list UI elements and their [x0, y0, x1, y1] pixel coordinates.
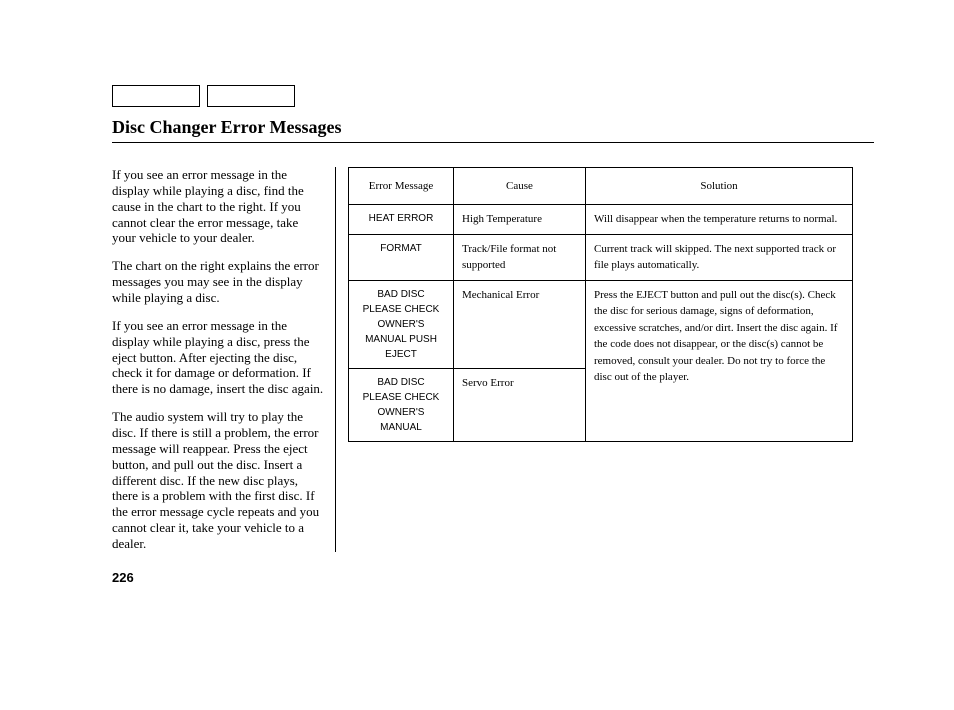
title-rule	[112, 142, 874, 143]
cell-error-message: BAD DISC PLEASE CHECK OWNER'S MANUAL	[349, 368, 454, 441]
cell-cause: Servo Error	[454, 368, 586, 441]
cell-solution: Will disappear when the temperature retu…	[586, 205, 853, 235]
cell-error-message: HEAT ERROR	[349, 205, 454, 235]
page-number: 226	[112, 570, 874, 585]
body-paragraph: If you see an error message in the displ…	[112, 167, 325, 246]
table-row: HEAT ERROR High Temperature Will disappe…	[349, 205, 853, 235]
cell-cause: Mechanical Error	[454, 280, 586, 368]
table-column: Error Message Cause Solution HEAT ERROR …	[336, 167, 874, 442]
table-header-solution: Solution	[586, 168, 853, 205]
body-text-column: If you see an error message in the displ…	[112, 167, 336, 552]
table-header-row: Error Message Cause Solution	[349, 168, 853, 205]
cell-solution-merged: Press the EJECT button and pull out the …	[586, 280, 853, 441]
body-paragraph: The audio system will try to play the di…	[112, 409, 325, 552]
body-paragraph: The chart on the right explains the erro…	[112, 258, 325, 306]
header-boxes	[112, 85, 874, 107]
page-title: Disc Changer Error Messages	[112, 117, 874, 138]
cell-error-message: BAD DISC PLEASE CHECK OWNER'S MANUAL PUS…	[349, 280, 454, 368]
table-row: BAD DISC PLEASE CHECK OWNER'S MANUAL PUS…	[349, 280, 853, 368]
table-header-msg: Error Message	[349, 168, 454, 205]
content-columns: If you see an error message in the displ…	[112, 167, 874, 552]
cell-cause: High Temperature	[454, 205, 586, 235]
header-box-2	[207, 85, 295, 107]
table-row: FORMAT Track/File format not supported C…	[349, 234, 853, 280]
cell-cause: Track/File format not supported	[454, 234, 586, 280]
cell-solution: Current track will skipped. The next sup…	[586, 234, 853, 280]
error-table: Error Message Cause Solution HEAT ERROR …	[348, 167, 853, 442]
manual-page: Disc Changer Error Messages If you see a…	[0, 0, 954, 625]
cell-error-message: FORMAT	[349, 234, 454, 280]
header-box-1	[112, 85, 200, 107]
table-header-cause: Cause	[454, 168, 586, 205]
body-paragraph: If you see an error message in the displ…	[112, 318, 325, 397]
